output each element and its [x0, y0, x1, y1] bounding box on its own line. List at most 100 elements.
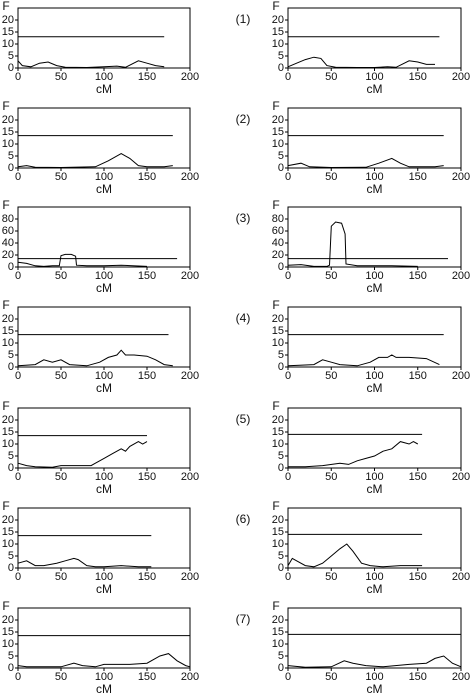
x-axis-label: cM — [367, 381, 383, 395]
x-tick-label: 150 — [409, 471, 427, 483]
y-tick-label: 80 — [272, 213, 284, 225]
data-line — [17, 349, 173, 367]
x-tick-label: 50 — [55, 671, 67, 683]
y-tick-label: 0 — [8, 361, 14, 373]
y-axis-label: F — [272, 198, 279, 212]
x-tick-label: 0 — [285, 370, 291, 382]
x-tick-label: 0 — [15, 71, 21, 83]
x-tick-label: 0 — [285, 671, 291, 683]
y-tick-label: 20 — [2, 414, 14, 426]
y-tick-label: 15 — [2, 426, 14, 438]
plot-frame — [287, 407, 462, 469]
y-tick-label: 10 — [272, 138, 284, 150]
y-axis-label: F — [272, 599, 279, 613]
plot-frame — [287, 507, 462, 569]
y-tick-label: 0 — [278, 462, 284, 474]
data-line — [288, 441, 419, 468]
panel-label: (6) — [236, 512, 251, 526]
panel-label: (7) — [236, 612, 251, 626]
y-tick-label: 15 — [2, 26, 14, 38]
data-line — [287, 655, 462, 668]
y-tick-label: 10 — [272, 638, 284, 650]
x-tick-label: 200 — [452, 471, 470, 483]
x-tick-label: 0 — [285, 270, 291, 282]
x-tick-label: 50 — [325, 270, 337, 282]
y-tick-label: 10 — [272, 438, 284, 450]
plot-frame — [17, 7, 191, 69]
y-tick-label: 0 — [8, 462, 14, 474]
y-tick-label: 20 — [272, 313, 284, 325]
y-axis-label: F — [2, 599, 9, 613]
y-tick-label: 80 — [2, 213, 14, 225]
plot-frame — [287, 107, 462, 169]
x-tick-label: 100 — [365, 71, 383, 83]
x-tick-label: 50 — [55, 171, 67, 183]
x-tick-label: 150 — [409, 571, 427, 583]
x-axis-label: cM — [367, 582, 383, 596]
y-tick-label: 0 — [8, 662, 14, 674]
y-tick-label: 0 — [8, 562, 14, 574]
y-tick-label: 15 — [272, 325, 284, 337]
data-line — [17, 60, 165, 69]
x-tick-label: 150 — [409, 171, 427, 183]
panel-label: (3) — [236, 211, 251, 225]
x-tick-label: 100 — [95, 270, 113, 282]
x-tick-label: 50 — [325, 571, 337, 583]
x-tick-label: 200 — [452, 671, 470, 683]
data-line — [17, 557, 152, 568]
data-line — [287, 56, 435, 68]
y-tick-label: 20 — [272, 14, 284, 26]
x-tick-label: 200 — [452, 71, 470, 83]
x-tick-label: 0 — [285, 571, 291, 583]
x-tick-label: 50 — [325, 171, 337, 183]
panel-label: (2) — [236, 112, 251, 126]
y-tick-label: 15 — [272, 626, 284, 638]
x-tick-label: 50 — [55, 270, 67, 282]
x-tick-label: 150 — [138, 471, 156, 483]
x-tick-label: 0 — [15, 671, 21, 683]
x-axis-label: cM — [96, 482, 112, 496]
x-tick-label: 0 — [15, 270, 21, 282]
y-tick-label: 0 — [278, 162, 284, 174]
x-tick-label: 100 — [95, 571, 113, 583]
y-tick-label: 20 — [272, 249, 284, 261]
y-tick-label: 20 — [272, 514, 284, 526]
y-tick-label: 10 — [272, 38, 284, 50]
x-axis-label: cM — [96, 281, 112, 295]
x-tick-label: 150 — [138, 370, 156, 382]
y-tick-label: 10 — [2, 438, 14, 450]
x-tick-label: 100 — [95, 671, 113, 683]
x-tick-label: 200 — [181, 270, 199, 282]
x-tick-label: 50 — [325, 71, 337, 83]
data-line — [287, 221, 418, 267]
x-tick-label: 200 — [181, 370, 199, 382]
y-tick-label: 20 — [2, 614, 14, 626]
y-tick-label: 60 — [272, 225, 284, 237]
x-tick-label: 100 — [365, 171, 383, 183]
plot-frame — [287, 306, 462, 368]
data-line — [17, 653, 191, 668]
y-tick-label: 20 — [2, 313, 14, 325]
y-tick-label: 5 — [278, 450, 284, 462]
x-tick-label: 200 — [452, 571, 470, 583]
y-axis-label: F — [2, 499, 9, 513]
y-tick-label: 0 — [278, 662, 284, 674]
y-tick-label: 5 — [8, 650, 14, 662]
x-tick-label: 100 — [95, 471, 113, 483]
y-axis-label: F — [272, 399, 279, 413]
x-tick-label: 100 — [365, 270, 383, 282]
y-tick-label: 60 — [2, 225, 14, 237]
plot-frame — [17, 407, 191, 469]
y-tick-label: 5 — [8, 450, 14, 462]
y-tick-label: 10 — [2, 38, 14, 50]
x-tick-label: 200 — [452, 370, 470, 382]
y-tick-label: 0 — [278, 261, 284, 273]
x-tick-label: 200 — [181, 71, 199, 83]
plot-frame — [287, 7, 462, 69]
y-tick-label: 20 — [2, 114, 14, 126]
plot-frame — [17, 107, 191, 169]
y-tick-label: 5 — [8, 150, 14, 162]
y-tick-label: 0 — [8, 261, 14, 273]
x-tick-label: 150 — [409, 370, 427, 382]
y-tick-label: 5 — [8, 349, 14, 361]
